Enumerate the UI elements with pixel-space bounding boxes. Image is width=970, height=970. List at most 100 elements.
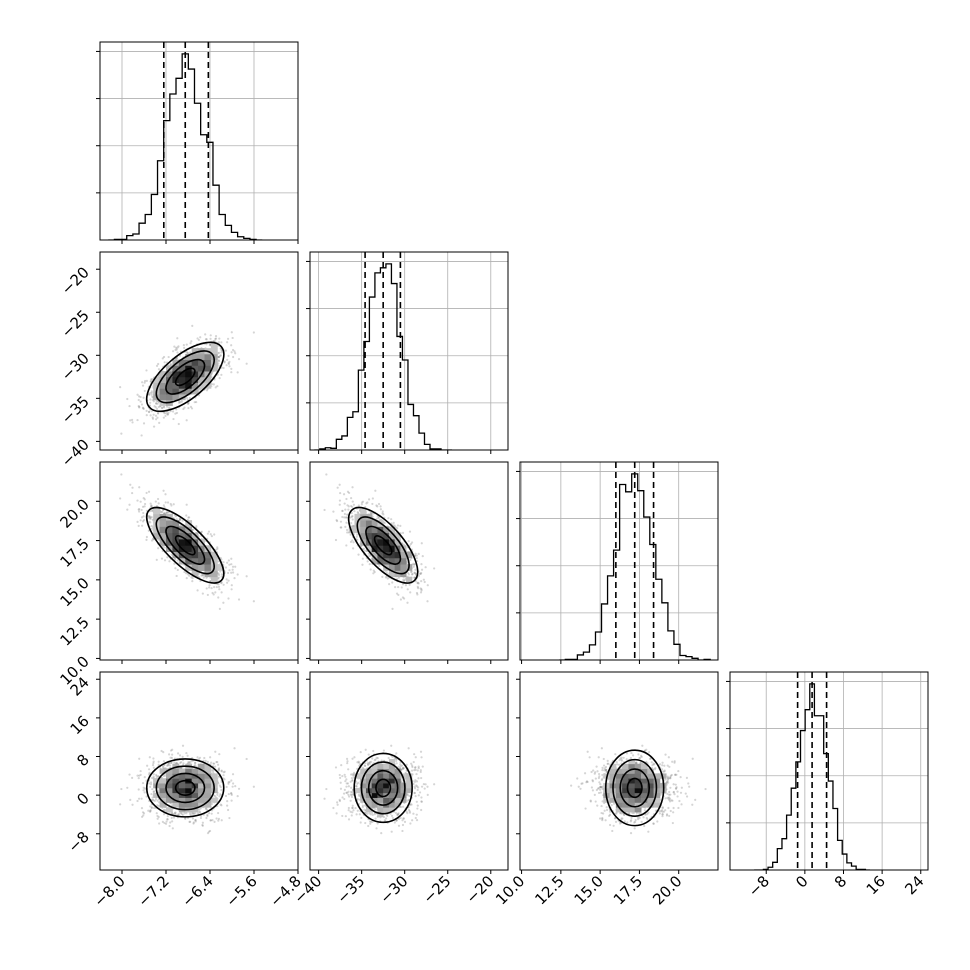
scatter-point [175,348,178,351]
scatter-point [186,351,189,354]
scatter-point [189,342,192,345]
density-cell [210,576,218,584]
scatter-point [147,768,151,771]
scatter-point [149,401,152,404]
scatter-point [176,351,179,354]
scatter-point [397,576,401,579]
scatter-point [236,795,239,798]
scatter-point [149,505,153,508]
density-cell [191,570,199,578]
scatter-point [175,357,178,360]
scatter-point [212,593,215,596]
scatter-point [363,549,367,552]
density-cell [383,532,390,540]
scatter-point [119,497,122,500]
scatter-point [155,407,159,410]
scatter-point [194,820,197,823]
scatter-point [205,807,208,810]
scatter-point [196,589,199,592]
panel-content-2-2 [520,462,718,660]
scatter-point [217,359,221,363]
scatter-point [126,397,129,401]
scatter-point [334,538,338,542]
scatter-point [372,569,375,572]
scatter-point [220,575,223,578]
density-cell [383,526,390,534]
scatter-point [231,336,234,340]
scatter-point [163,559,167,562]
scatter-point [232,782,235,785]
scatter-point [150,806,153,809]
density-cell [172,539,180,546]
scatter-point [395,592,399,595]
scatter-point [160,557,164,560]
scatter-point [152,790,156,793]
scatter-point [390,518,393,521]
scatter-point [156,799,159,802]
scatter-point [188,516,191,519]
scatter-point [424,566,427,569]
scatter-point [170,504,173,507]
scatter-point [379,508,382,511]
density-cell [377,551,384,559]
scatter-point [343,502,346,505]
density-cell [383,545,390,552]
density-cell [191,564,199,571]
scatter-point [231,348,235,352]
scatter-point [231,773,235,776]
scatter-point [168,764,172,767]
scatter-point [220,581,223,584]
scatter-point [218,607,221,610]
scatter-point [147,809,150,812]
contour-3 [145,506,225,584]
scatter-point [137,788,140,791]
scatter-point [211,819,214,822]
scatter-point [419,587,422,590]
scatter-point [375,504,378,507]
scatter-point [158,421,161,424]
scatter-point [231,785,234,788]
scatter-point [151,764,155,767]
scatter-point [339,491,342,495]
scatter-point [421,555,424,558]
panel-frame-1-1 [309,251,509,451]
density-cell [198,382,205,389]
density-cell [388,526,396,534]
density-cell [185,353,193,361]
scatter-point [201,592,204,595]
scatter-point [411,573,414,576]
scatter-point [166,556,169,559]
scatter-point [230,584,233,587]
density-cell [159,376,167,383]
scatter-point [149,502,152,505]
contour-3 [145,341,225,413]
scatter-point [157,374,160,378]
scatter-point [193,761,197,764]
density-cell [198,551,205,559]
scatter-point [129,798,132,801]
scatter-point [145,369,148,372]
scatter-point [160,749,163,753]
scatter-point [361,500,365,503]
scatter-point [210,761,213,764]
scatter-point [166,501,170,504]
scatter-point [373,570,376,574]
scatter-point [209,337,212,340]
density-cell [210,342,218,349]
density-cell [166,388,173,395]
scatter-point [342,493,346,496]
density-cell [365,520,373,527]
scatter-point [385,571,388,574]
scatter-point [377,502,381,506]
scatter-point [216,547,219,550]
scatter-point [375,517,378,520]
scatter-point [174,412,177,415]
scatter-point [237,358,241,361]
density-cell [400,551,407,559]
scatter-point [417,552,420,555]
scatter-point [145,414,148,417]
scatter-point [148,520,151,523]
scatter-point [167,763,170,766]
panel-frame-2-2 [519,461,719,661]
scatter-point [404,584,408,587]
